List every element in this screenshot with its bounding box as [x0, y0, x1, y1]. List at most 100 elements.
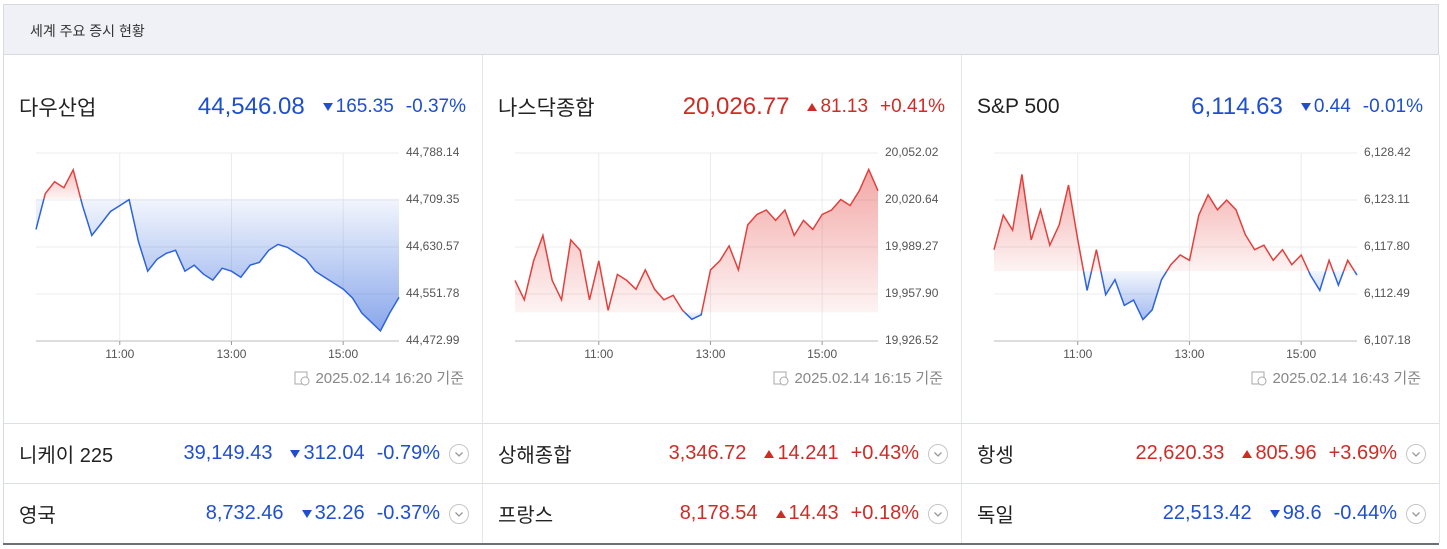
arrow-shape: [290, 449, 301, 458]
expand-button[interactable]: [1405, 443, 1427, 465]
quote: 39,149.43 312.04 -0.79%: [183, 442, 440, 465]
price-line: [35, 198, 400, 333]
y-tick-label: 44,709.35: [406, 192, 460, 206]
clock-icon: [294, 371, 310, 385]
arrow-shape: [1300, 103, 1311, 111]
x-tick-label: 13:00: [1174, 347, 1204, 361]
direction-arrow: [1269, 509, 1280, 518]
price: 8,178.54: [679, 502, 758, 524]
direction-arrow: [322, 103, 333, 111]
price: 22,513.42: [1162, 502, 1252, 524]
arrow-shape: [764, 449, 775, 458]
quote: 22,620.33 805.96 +3.69%: [1135, 442, 1397, 465]
price-line: [683, 312, 703, 321]
panel-head: S&P 500 6,114.63 0.44 -0.01%: [977, 89, 1423, 125]
y-tick-label: 20,052.02: [885, 145, 939, 159]
chevron: [455, 511, 463, 517]
direction-arrow: [775, 509, 786, 518]
change: 0.44: [1313, 96, 1351, 117]
x-tick-label: 11:00: [584, 347, 613, 361]
button-circle: [1406, 443, 1426, 464]
change-pct: -0.37%: [405, 96, 466, 117]
index-row: 영국 8,732.46 32.26 -0.37%: [3, 483, 483, 543]
index-name: 프랑스: [498, 505, 554, 527]
arrow-shape: [322, 103, 333, 111]
button-circle: [1406, 503, 1426, 524]
change-pct: +0.43%: [850, 442, 919, 464]
price: 39,149.43: [183, 442, 273, 464]
x-tick-label: 15:00: [328, 347, 358, 361]
change: 14.43: [788, 502, 839, 524]
change-pct: -0.79%: [376, 442, 440, 464]
index-name: 니케이 225: [19, 445, 114, 467]
change-pct: -0.44%: [1333, 502, 1397, 524]
change: 165.35: [335, 96, 394, 117]
header: 세계 주요 증시 현황: [3, 4, 1439, 55]
chevron: [1412, 451, 1420, 457]
chevron: [934, 511, 942, 517]
quote: 22,513.42 98.6 -0.44%: [1163, 502, 1397, 525]
intraday-chart: 6,128.42 6,123.11 6,117.80 6,112.49 6,107.18…: [993, 145, 1411, 361]
price: 44,546.08: [197, 93, 305, 120]
expand-button[interactable]: [1405, 503, 1427, 525]
timestamp: 2025.02.14 16:43 기준: [1251, 367, 1421, 388]
y-tick-label: 44,472.99: [406, 333, 460, 347]
area-fill: [515, 169, 878, 313]
y-tick-label: 6,128.42: [1364, 145, 1411, 159]
bottom-border: [3, 543, 1439, 545]
y-tick-label: 44,788.14: [406, 145, 460, 159]
index-row: 상해종합 3,346.72 14.241 +0.43%: [483, 423, 962, 483]
arrow-shape: [807, 103, 818, 111]
quote: 8,732.46 32.26 -0.37%: [206, 502, 440, 525]
index-row: 독일 22,513.42 98.6 -0.44%: [962, 483, 1440, 543]
header-title: 세계 주요 증시 현황: [30, 23, 145, 39]
x-tick-label: 13:00: [695, 347, 725, 361]
y-tick-label: 6,123.11: [1364, 192, 1410, 206]
change-pct: +0.18%: [850, 502, 919, 524]
clock-icon: [1251, 371, 1267, 385]
direction-arrow: [807, 103, 818, 111]
y-tick-label: 19,989.27: [885, 239, 939, 253]
quote: 3,346.72 14.241 +0.43%: [669, 442, 919, 465]
chevron: [934, 451, 942, 457]
index-panel: 다우산업 44,546.08 165.35 -0.37% 44,788.14 44,709…: [3, 55, 483, 423]
expand-button[interactable]: [927, 443, 949, 465]
change: 805.96: [1255, 442, 1317, 464]
change: 312.04: [303, 442, 365, 464]
direction-arrow: [1300, 103, 1311, 111]
y-tick-label: 6,107.18: [1364, 333, 1411, 347]
y-tick-label: 44,551.78: [406, 286, 460, 300]
index-row: 프랑스 8,178.54 14.43 +0.18%: [483, 483, 962, 543]
price: 20,026.77: [682, 93, 790, 120]
button-circle: [928, 443, 948, 464]
index-name: 상해종합: [498, 445, 572, 467]
index-name: 다우산업: [19, 97, 97, 120]
index-panel: 나스닥종합 20,026.77 81.13 +0.41% 20,052.02 20,020…: [483, 55, 962, 423]
area-fill: [994, 271, 1357, 320]
quote: 20,026.77 81.13 +0.41%: [683, 93, 945, 121]
area-fill: [36, 198, 399, 331]
price-line: [993, 174, 1356, 272]
y-tick-label: 19,957.90: [885, 286, 939, 300]
direction-arrow: [290, 449, 301, 458]
change: 32.26: [314, 502, 365, 524]
icon-shape: [779, 376, 789, 385]
direction-arrow: [1242, 449, 1253, 458]
x-tick-label: 15:00: [807, 347, 837, 361]
button-circle: [928, 503, 948, 524]
index-panel: S&P 500 6,114.63 0.44 -0.01% 6,128.42 6,123.1…: [962, 55, 1440, 423]
clock-icon: [773, 371, 789, 385]
expand-button[interactable]: [448, 503, 470, 525]
expand-button[interactable]: [927, 503, 949, 525]
quote: 44,546.08 165.35 -0.37%: [198, 93, 466, 121]
timestamp-text: 2025.02.14 16:15 기준: [794, 370, 943, 387]
change-pct: +3.69%: [1328, 442, 1397, 464]
index-name: 독일: [977, 505, 1014, 527]
y-tick-label: 44,630.57: [406, 239, 460, 253]
icon-shape: [300, 376, 310, 385]
arrow-shape: [775, 509, 786, 518]
timestamp-text: 2025.02.14 16:20 기준: [315, 370, 464, 387]
expand-button[interactable]: [448, 443, 470, 465]
chevron: [455, 451, 463, 457]
